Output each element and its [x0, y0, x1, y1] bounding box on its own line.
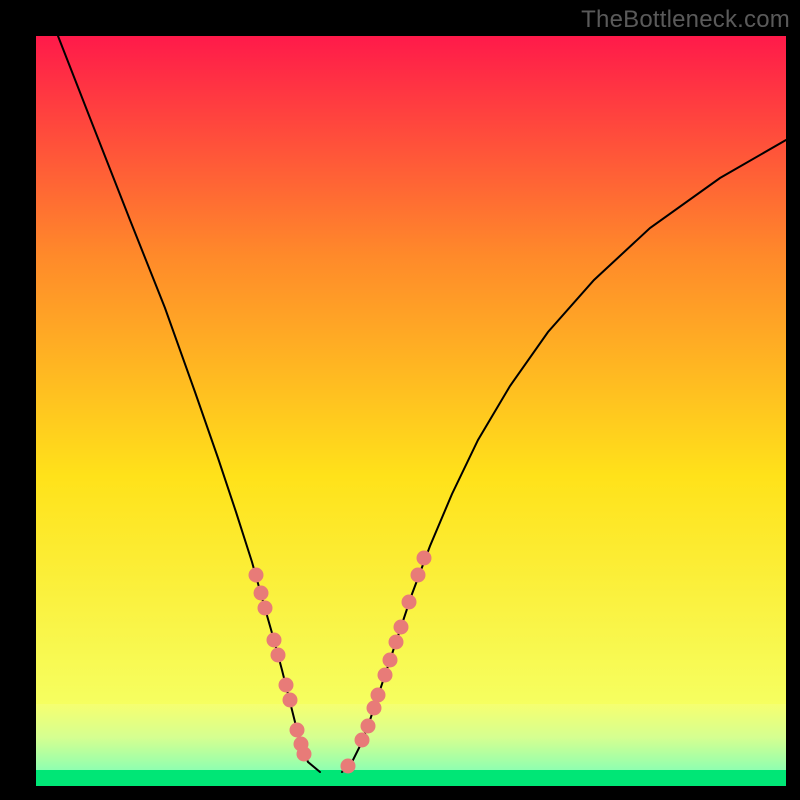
chart-bottom-green-strip	[36, 770, 786, 786]
chart-bottom-band	[36, 704, 786, 770]
chart-gradient-background	[36, 36, 786, 704]
watermark-text: TheBottleneck.com	[581, 6, 790, 34]
